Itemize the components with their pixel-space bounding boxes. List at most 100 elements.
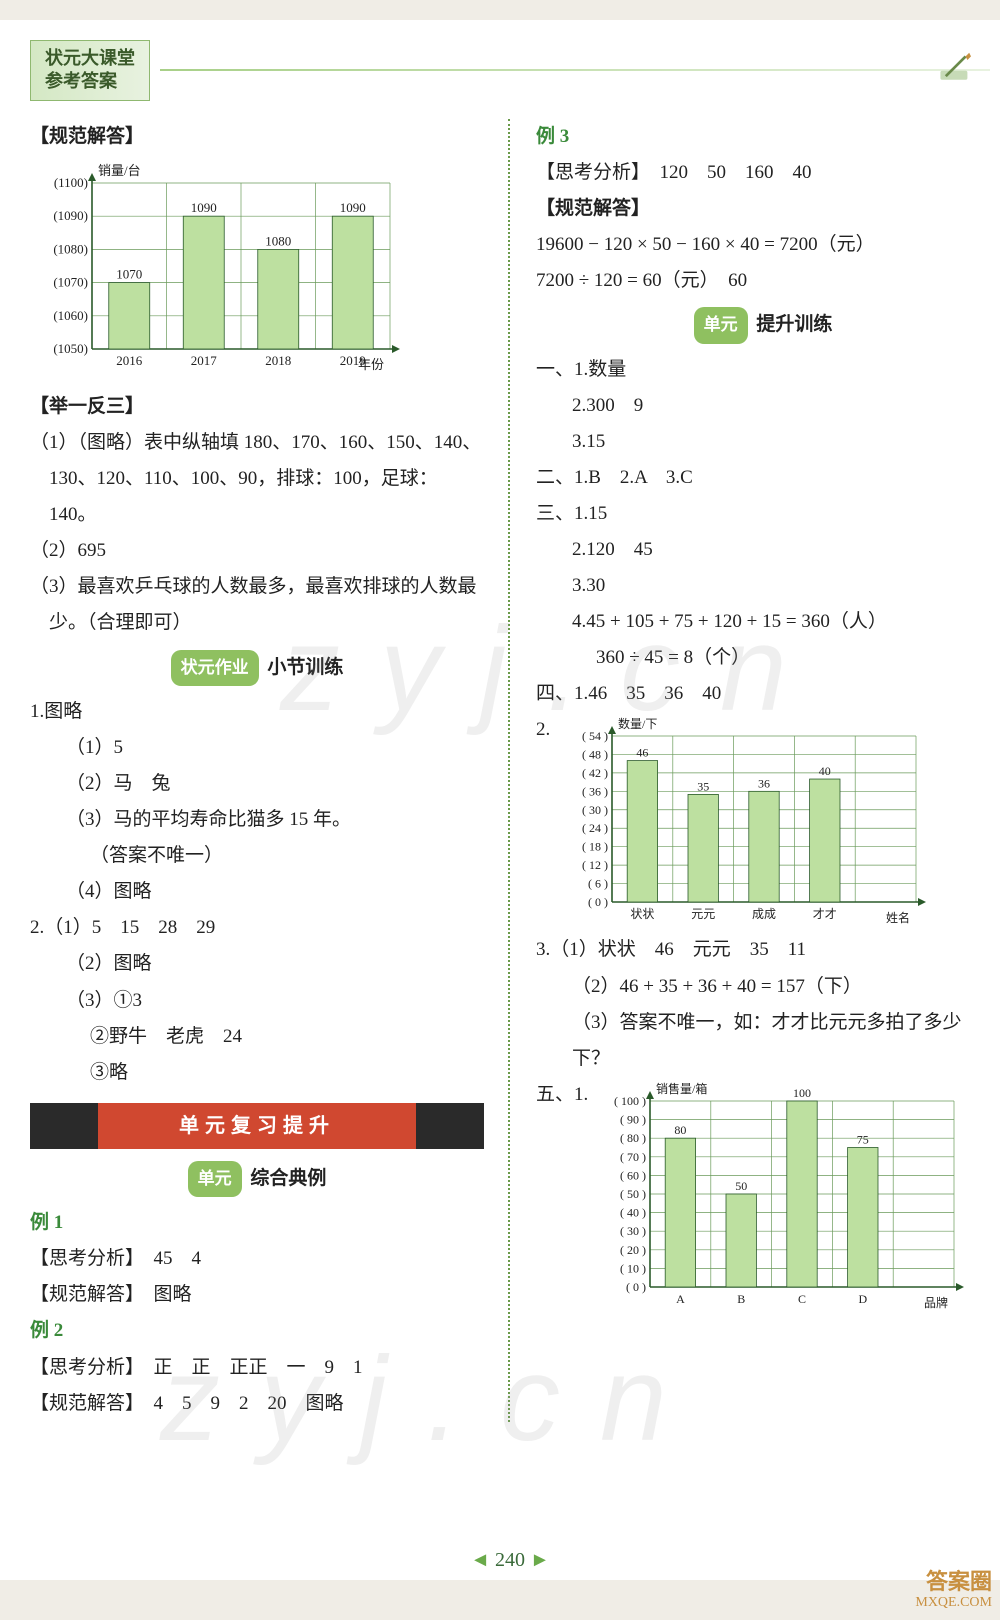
sec4-3-2: （2）46 + 35 + 36 + 40 = 157（下）	[536, 969, 990, 1005]
corner-line1: 答案圈	[915, 1569, 992, 1595]
svg-text:2016: 2016	[116, 353, 143, 368]
svg-text:40: 40	[819, 765, 831, 779]
svg-text:(1080): (1080)	[53, 241, 88, 256]
svg-text:品牌: 品牌	[924, 1296, 948, 1310]
svg-text:50: 50	[735, 1179, 747, 1193]
svg-text:75: 75	[857, 1132, 869, 1146]
svg-text:( 36 ): ( 36 )	[582, 785, 608, 799]
header-line-1: 状元大课堂	[45, 47, 135, 70]
left-column: 【规范解答】 (1100)(1090)(1080)(1070)(1060)(10…	[30, 119, 484, 1422]
svg-text:2018: 2018	[265, 353, 291, 368]
chart1-container: (1100)(1090)(1080)(1070)(1060)(1050)销量/台…	[30, 159, 484, 379]
ex3-calc2: 7200 ÷ 120 = 60（元） 60	[536, 263, 990, 299]
column-divider	[508, 119, 512, 1422]
sec4-3-3: （3）答案不唯一，如：才才比元元多拍了多少下？	[536, 1005, 990, 1077]
header-line-2: 参考答案	[45, 70, 135, 93]
svg-text:100: 100	[793, 1086, 811, 1100]
header-title-box: 状元大课堂 参考答案	[30, 40, 150, 101]
svg-text:(1100): (1100)	[54, 175, 88, 190]
svg-text:C: C	[798, 1292, 806, 1306]
svg-text:1080: 1080	[265, 233, 291, 248]
svg-text:( 6 ): ( 6 )	[588, 877, 608, 891]
badge2-pill: 单元	[188, 1161, 242, 1197]
badge-line-3: 单元 提升训练	[536, 307, 990, 343]
left-s2-item1: （1）（图略）表中纵轴填 180、170、160、150、140、130、120…	[30, 425, 484, 533]
ex3-ans-title: 【规范解答】	[536, 191, 990, 227]
page-header: 状元大课堂 参考答案	[30, 40, 990, 101]
q2-3c: ③略	[30, 1055, 484, 1091]
chart3-svg: ( 100 )( 90 )( 80 )( 70 )( 60 )( 50 )( 4…	[594, 1077, 974, 1317]
q1-3b: （答案不唯一）	[30, 838, 484, 874]
chart1-svg: (1100)(1090)(1080)(1070)(1060)(1050)销量/台…	[30, 159, 410, 379]
badge2-text: 综合典例	[250, 1168, 326, 1189]
page-container: 状元大课堂 参考答案 【规范解答】 (1100)(1090)(1080)(107…	[0, 20, 1000, 1580]
svg-text:( 40 ): ( 40 )	[620, 1205, 646, 1219]
ex3-title: 例 3	[536, 119, 990, 155]
corner-badge: 答案圈 MXQE.COM	[915, 1569, 992, 1612]
svg-text:( 10 ): ( 10 )	[620, 1261, 646, 1275]
svg-text:46: 46	[637, 746, 649, 760]
badge3-pill: 单元	[694, 307, 748, 343]
svg-text:元元: 元元	[691, 907, 715, 921]
left-s2-item3: （3）最喜欢乒乓球的人数最多，最喜欢排球的人数最少。（合理即可）	[30, 569, 484, 641]
badge3-text: 提升训练	[756, 314, 832, 335]
sec2: 二、1.B 2.A 3.C	[536, 460, 990, 496]
svg-text:36: 36	[758, 777, 770, 791]
svg-text:( 0 ): ( 0 )	[588, 895, 608, 909]
sec3-4b: 360 ÷ 45 = 8（个）	[536, 640, 990, 676]
badge1-pill: 状元作业	[171, 650, 259, 686]
q1-1: （1）5	[30, 730, 484, 766]
right-column: 例 3 【思考分析】 120 50 160 40 【规范解答】 19600 − …	[536, 119, 990, 1422]
header-rule	[160, 69, 990, 71]
ex2-ans: 【规范解答】 4 5 9 2 20 图略	[30, 1386, 484, 1422]
svg-text:( 42 ): ( 42 )	[582, 766, 608, 780]
svg-text:( 0 ): ( 0 )	[626, 1280, 646, 1294]
svg-text:( 50 ): ( 50 )	[620, 1187, 646, 1201]
svg-text:才才: 才才	[813, 907, 837, 921]
svg-text:1090: 1090	[340, 200, 366, 215]
svg-text:姓名: 姓名	[886, 910, 910, 925]
badge-line-2: 单元 综合典例	[30, 1161, 484, 1197]
chart3-row: 五、1. ( 100 )( 90 )( 80 )( 70 )( 60 )( 50…	[536, 1077, 990, 1317]
svg-text:销量/台: 销量/台	[98, 163, 141, 178]
corner-line2: MXQE.COM	[915, 1595, 992, 1612]
chart2-row: 2. ( 54 ) ( 48 ) ( 42 ) ( 36 ) ( 30 ) ( 24 ) (…	[536, 712, 990, 932]
svg-text:2017: 2017	[191, 353, 218, 368]
sec3-3: 3.30	[536, 568, 990, 604]
svg-text:( 100 ): ( 100 )	[614, 1094, 646, 1108]
svg-text:A: A	[676, 1292, 685, 1306]
sec5-1: 五、1.	[536, 1077, 594, 1317]
svg-text:( 24 ): ( 24 )	[582, 822, 608, 836]
badge1-text: 小节训练	[267, 657, 343, 678]
svg-text:( 54 ): ( 54 )	[582, 729, 608, 743]
sec3-4: 4.45 + 105 + 75 + 120 + 15 = 360（人）	[536, 604, 990, 640]
badge-line-1: 状元作业 小节训练	[30, 650, 484, 686]
unit-review-band: 单元复习提升	[30, 1103, 484, 1149]
svg-text:成成: 成成	[752, 907, 776, 921]
svg-text:B: B	[737, 1292, 745, 1306]
svg-text:( 80 ): ( 80 )	[620, 1131, 646, 1145]
q2-3b: ②野牛 老虎 24	[30, 1019, 484, 1055]
svg-text:( 20 ): ( 20 )	[620, 1243, 646, 1257]
sec4-2: 2.	[536, 712, 556, 932]
q2-3: （3）①3	[30, 983, 484, 1019]
svg-text:数量/下: 数量/下	[618, 716, 657, 731]
q1-4: （4）图略	[30, 874, 484, 910]
ex1-think: 【思考分析】 45 4	[30, 1241, 484, 1277]
q2-2: （2）图略	[30, 946, 484, 982]
svg-text:(1050): (1050)	[53, 341, 88, 356]
svg-text:( 90 ): ( 90 )	[620, 1112, 646, 1126]
sec1-2: 2.300 9	[536, 388, 990, 424]
svg-text:(1090): (1090)	[53, 208, 88, 223]
left-s1-title: 【规范解答】	[30, 119, 484, 155]
svg-text:状状: 状状	[631, 907, 655, 921]
svg-text:( 48 ): ( 48 )	[582, 748, 608, 762]
sec3-2: 2.120 45	[536, 532, 990, 568]
svg-text:80: 80	[675, 1123, 687, 1137]
ex1-ans: 【规范解答】 图略	[30, 1277, 484, 1313]
left-s2-item2: （2）695	[30, 533, 484, 569]
svg-text:( 18 ): ( 18 )	[582, 840, 608, 854]
svg-text:(1060): (1060)	[53, 308, 88, 323]
svg-text:( 30 ): ( 30 )	[582, 803, 608, 817]
ex3-think: 【思考分析】 120 50 160 40	[536, 155, 990, 191]
